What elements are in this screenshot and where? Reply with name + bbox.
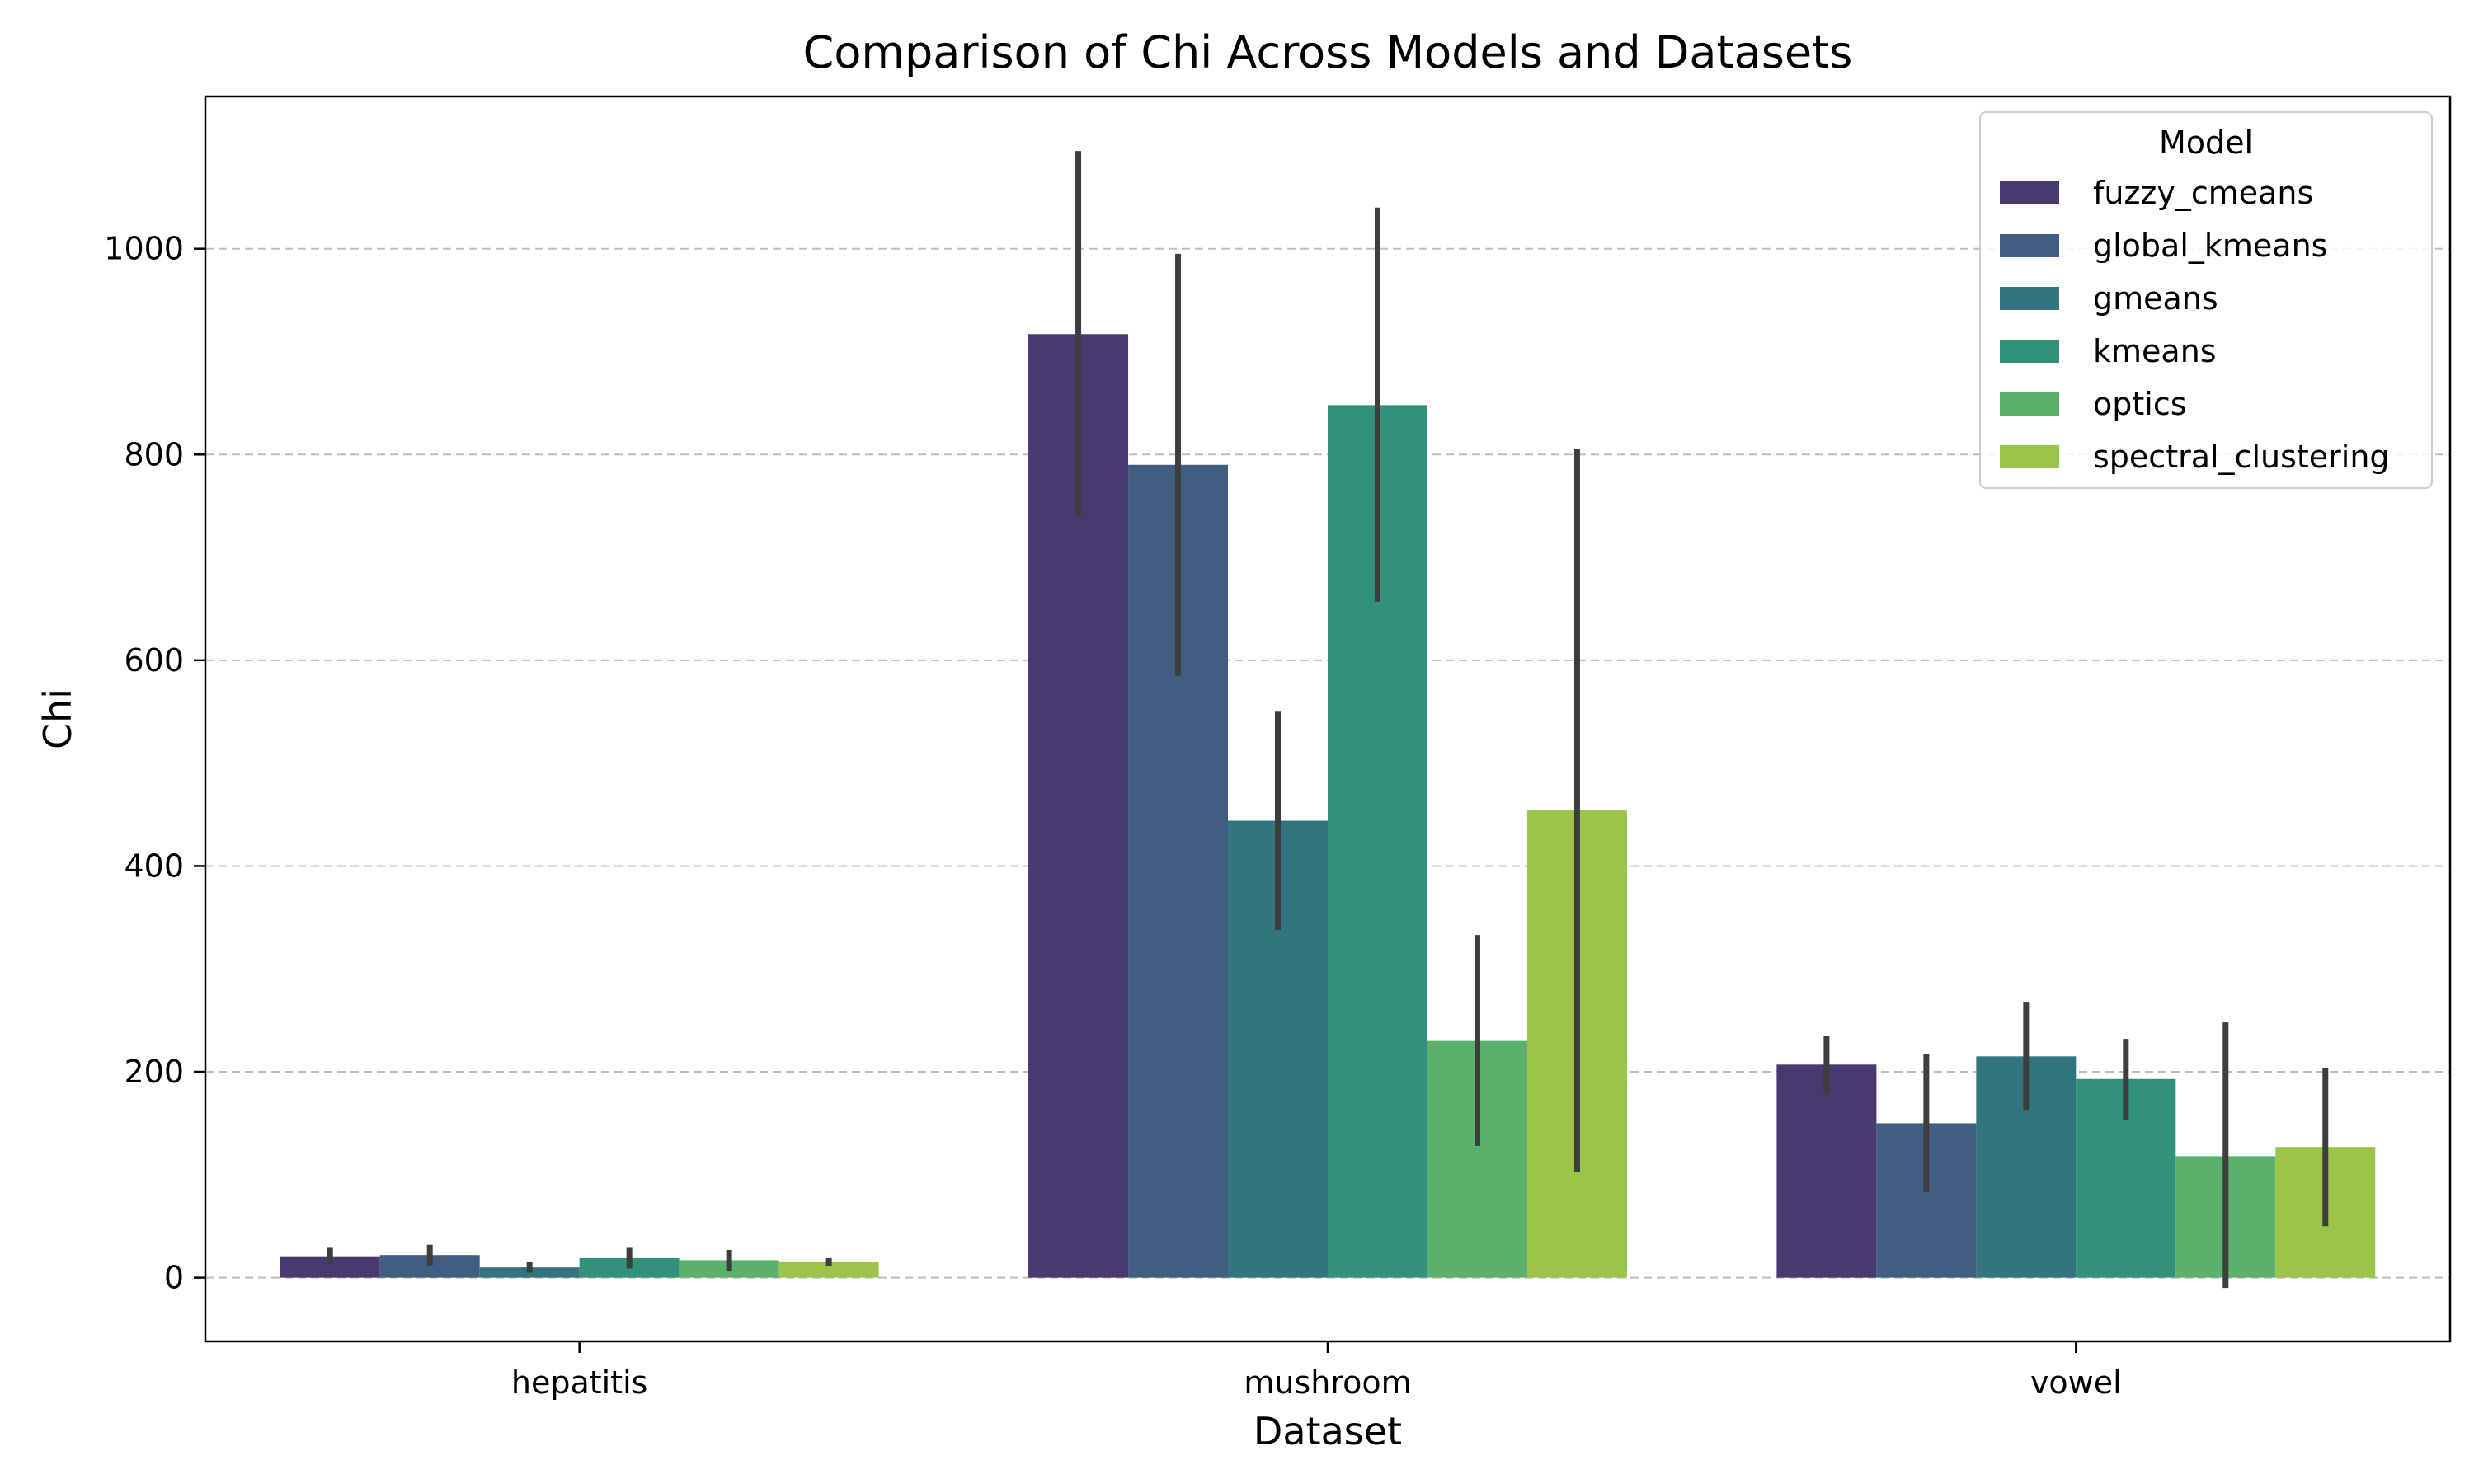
legend-label-global_kmeans: global_kmeans	[2093, 228, 2327, 264]
y-tick-label: 1000	[104, 231, 184, 267]
y-tick-label: 800	[124, 436, 184, 472]
y-tick-label: 600	[124, 642, 184, 679]
y-tick-label: 0	[164, 1260, 184, 1296]
x-tick-label: mushroom	[1244, 1364, 1411, 1401]
chart-title: Comparison of Chi Across Models and Data…	[803, 26, 1853, 78]
error-bars	[327, 151, 2329, 1289]
legend-title: Model	[2159, 124, 2253, 161]
x-tick-label: vowel	[2030, 1364, 2122, 1401]
legend-label-spectral_clustering: spectral_clustering	[2093, 439, 2390, 475]
legend-label-fuzzy_cmeans: fuzzy_cmeans	[2093, 175, 2313, 211]
legend-swatch-gmeans	[2000, 287, 2059, 310]
legend-label-gmeans: gmeans	[2093, 280, 2218, 317]
y-tick-label: 200	[124, 1054, 184, 1090]
legend-label-kmeans: kmeans	[2093, 333, 2217, 369]
y-tick-label: 400	[124, 848, 184, 884]
legend-swatch-fuzzy_cmeans	[2000, 181, 2059, 204]
legend-swatch-optics	[2000, 392, 2059, 416]
legend-label-optics: optics	[2093, 386, 2187, 422]
x-axis: hepatitis mushroom vowel	[511, 1341, 2122, 1401]
bar-spectral_clustering-hepatitis	[778, 1261, 879, 1278]
x-axis-label: Dataset	[1253, 1409, 1402, 1453]
y-axis-label: Chi	[35, 688, 80, 749]
bar-fuzzy_cmeans-vowel	[1776, 1064, 1877, 1278]
x-tick-label: hepatitis	[511, 1364, 648, 1401]
legend-frame	[1979, 111, 2433, 489]
legend-swatch-spectral_clustering	[2000, 445, 2059, 468]
y-axis: 0 200 400 600 800 1000	[104, 231, 205, 1296]
legend-swatch-kmeans	[2000, 340, 2059, 363]
legend-swatch-global_kmeans	[2000, 234, 2059, 257]
